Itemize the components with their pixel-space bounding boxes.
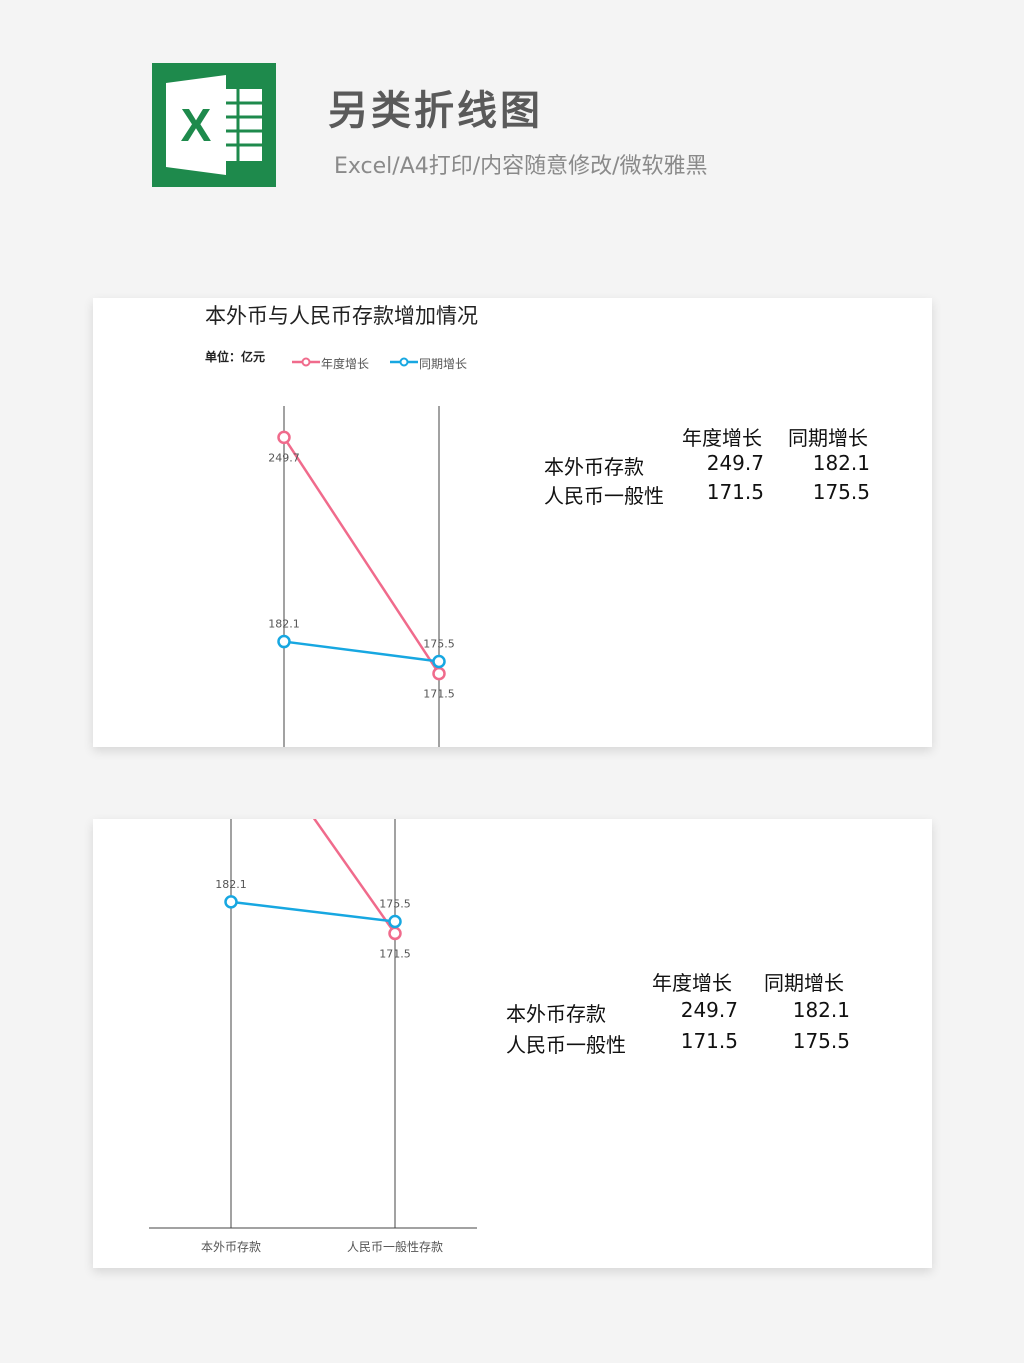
svg-text:X: X bbox=[181, 99, 212, 151]
table-header-annual: 年度增长 bbox=[682, 426, 762, 450]
table-row-label: 人民币一般性 bbox=[544, 484, 664, 508]
data-point-same-period bbox=[432, 654, 446, 669]
x-tick-label: 人民币一般性存款 bbox=[347, 1239, 443, 1254]
page-title: 另类折线图 bbox=[328, 88, 543, 134]
chart-title: 本外币与人民币存款增加情况 bbox=[205, 304, 478, 328]
data-label-annual: 171.5 bbox=[423, 688, 455, 701]
excel-logo-icon: X bbox=[152, 63, 276, 187]
data-table-2: 年度增长 同期增长 本外币存款 249.7 182.1 人民币一般性 171.5… bbox=[506, 967, 866, 1057]
table-row-label: 人民币一般性 bbox=[506, 1033, 626, 1057]
data-label-same-period: 182.1 bbox=[215, 878, 247, 891]
data-point-annual bbox=[432, 666, 446, 681]
table-cell: 175.5 bbox=[792, 1029, 850, 1053]
data-point-annual bbox=[277, 430, 291, 445]
table-cell: 175.5 bbox=[812, 480, 870, 504]
legend-item-same-period: 同期增长 bbox=[389, 355, 479, 371]
unit-label: 单位：亿元 bbox=[205, 350, 266, 364]
chart-plot-1: 249.7 171.5 182.1 175.5 bbox=[268, 406, 455, 747]
data-label-annual: 249.7 bbox=[268, 451, 300, 464]
table-cell: 182.1 bbox=[812, 451, 870, 475]
data-label-same-period: 175.5 bbox=[379, 898, 411, 911]
series-line-same-period bbox=[283, 640, 440, 663]
chart-panel-1: 本外币与人民币存款增加情况 单位：亿元 年度增长 同期增长 249.7 171.5… bbox=[93, 298, 932, 747]
data-label-same-period: 175.5 bbox=[423, 637, 455, 650]
series-line-same-period bbox=[230, 900, 396, 923]
table-cell: 182.1 bbox=[792, 998, 850, 1022]
table-header-annual: 年度增长 bbox=[652, 971, 732, 995]
chart-panel-2: 171.5 182.1 175.5 本外币存款 人民币一般性存款 年度增长 同期增长 本… bbox=[93, 819, 932, 1268]
table-row-label: 本外币存款 bbox=[544, 455, 644, 479]
legend-item-annual: 年度增长 bbox=[291, 355, 381, 371]
legend-swatch-same-period bbox=[390, 357, 418, 367]
x-tick-label: 本外币存款 bbox=[201, 1240, 261, 1254]
legend-swatch-annual bbox=[292, 357, 320, 367]
chart-plot-2: 171.5 182.1 175.5 本外币存款 人民币一般性存款 bbox=[149, 819, 477, 1254]
table-header-same-period: 同期增长 bbox=[788, 426, 868, 450]
table-cell: 249.7 bbox=[680, 998, 738, 1022]
table-header-same-period: 同期增长 bbox=[764, 971, 844, 995]
data-table-1: 年度增长 同期增长 本外币存款 249.7 182.1 人民币一般性 171.5… bbox=[544, 422, 884, 512]
table-cell: 171.5 bbox=[680, 1029, 738, 1053]
data-point-same-period bbox=[388, 914, 402, 929]
data-point-same-period bbox=[224, 895, 238, 909]
legend-label-same-period: 同期增长 bbox=[419, 357, 468, 371]
table-cell: 171.5 bbox=[706, 480, 764, 504]
data-point-same-period bbox=[277, 634, 291, 649]
table-cell: 249.7 bbox=[706, 451, 764, 475]
data-point-annual bbox=[388, 926, 402, 941]
series-line-annual bbox=[282, 436, 441, 675]
data-label-same-period: 182.1 bbox=[268, 618, 300, 631]
page-subtitle: Excel/A4打印/内容随意修改/微软雅黑 bbox=[334, 154, 708, 179]
data-label-annual: 171.5 bbox=[379, 947, 411, 960]
table-row-label: 本外币存款 bbox=[506, 1002, 606, 1026]
series-line-annual bbox=[312, 819, 397, 935]
legend-label-annual: 年度增长 bbox=[321, 357, 370, 371]
